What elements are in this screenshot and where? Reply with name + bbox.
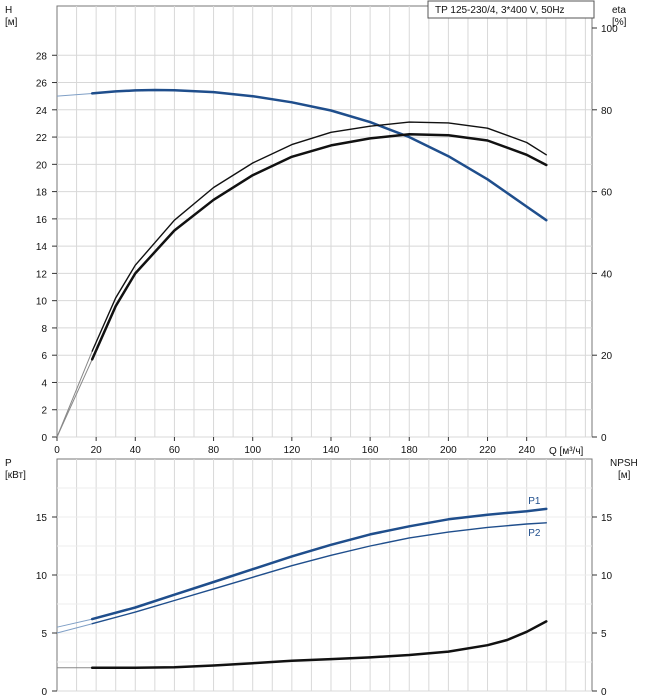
left-tick-label: 22 (36, 133, 48, 144)
top-gridlines (57, 6, 592, 438)
left-tick-label: 10 (36, 571, 48, 582)
left-tick-label: 18 (36, 188, 48, 199)
x-tick-label: 240 (518, 445, 535, 456)
left-tick-label: 5 (41, 629, 47, 640)
left-tick-label: 0 (41, 433, 47, 444)
series-label: P2 (528, 528, 541, 539)
right-tick-label: 100 (601, 24, 618, 35)
series-extrapolation (56, 92, 93, 97)
left-tick-label: 10 (36, 297, 48, 308)
left-tick-label: 16 (36, 215, 48, 226)
left-tick-label: 0 (41, 687, 47, 698)
series-label: P1 (528, 496, 541, 507)
left-tick-label: 6 (41, 351, 47, 362)
left-tick-label: 8 (41, 324, 47, 335)
power-axis-unit: [кВт] (5, 470, 26, 481)
x-tick-label: 60 (169, 445, 181, 456)
power-axis-ticks: 0 5 10 15 (36, 513, 57, 698)
left-tick-label: 15 (36, 513, 48, 524)
series-extrapolation (56, 350, 93, 438)
series-line (91, 121, 547, 352)
x-tick-label: 20 (91, 445, 103, 456)
left-tick-label: 28 (36, 51, 48, 62)
left-tick-label: 12 (36, 269, 48, 280)
right-tick-label: 20 (601, 351, 613, 362)
npsh-axis-ticks: 0 5 10 15 (592, 513, 613, 698)
x-tick-label: 0 (54, 445, 60, 456)
right-tick-label: 10 (601, 571, 613, 582)
head-axis-unit: [м] (5, 17, 18, 28)
right-tick-label: 40 (601, 269, 613, 280)
left-tick-label: 4 (41, 378, 47, 389)
x-tick-label: 220 (479, 445, 496, 456)
left-tick-label: 26 (36, 79, 48, 90)
chart-title-box (427, 0, 595, 19)
series-line (91, 522, 547, 625)
x-tick-label: 200 (440, 445, 457, 456)
head-axis-label: H (5, 5, 12, 16)
left-tick-label: 14 (36, 242, 48, 253)
right-tick-label: 5 (601, 629, 607, 640)
x-tick-label: 40 (130, 445, 142, 456)
npsh-axis-label: NPSH (610, 458, 638, 469)
left-tick-label: 20 (36, 160, 48, 171)
series-line (90, 507, 548, 621)
right-tick-label: 15 (601, 513, 613, 524)
efficiency-axis-unit: [%] (612, 17, 627, 28)
x-tick-label: 160 (362, 445, 379, 456)
series-line (90, 133, 548, 361)
power-axis-label: P (5, 458, 12, 469)
series-line (90, 88, 548, 222)
left-tick-label: 24 (36, 106, 48, 117)
top-plot-frame (56, 5, 593, 438)
right-tick-label: 80 (601, 106, 613, 117)
x-tick-label: 180 (401, 445, 418, 456)
right-tick-label: 0 (601, 433, 607, 444)
npsh-axis-unit: [м] (618, 470, 631, 481)
x-tick-label: 100 (244, 445, 261, 456)
series-extrapolation (56, 359, 93, 438)
flow-axis-label: Q [м³/ч] (549, 446, 584, 457)
x-tick-label: 120 (283, 445, 300, 456)
series-extrapolation (56, 618, 93, 628)
right-tick-label: 0 (601, 687, 607, 698)
right-tick-label: 60 (601, 188, 613, 199)
efficiency-axis-ticks: 0 20 40 60 80 100 (592, 24, 618, 444)
flow-axis-ticks: 0 20 40 60 80 100 120 140 160 180 200 220 240 (54, 437, 535, 456)
bottom-curves: P1 P2 (56, 496, 548, 670)
top-curves (56, 88, 548, 438)
left-tick-label: 2 (41, 406, 47, 417)
x-tick-label: 140 (323, 445, 340, 456)
efficiency-axis-label: eta (612, 5, 626, 16)
series-line (90, 620, 548, 670)
series-extrapolation (56, 623, 93, 634)
chart-title: TP 125-230/4, 3*400 V, 50Hz (435, 5, 565, 16)
power-npsh-panel: 0 5 10 15 0 5 10 15 P1 P2 P [кВт] NPSH [м] (5, 458, 638, 698)
x-tick-label: 80 (208, 445, 220, 456)
